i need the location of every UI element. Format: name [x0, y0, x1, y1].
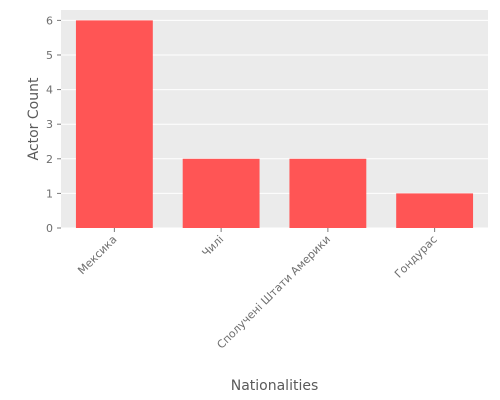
y-tick-label: 6: [46, 14, 53, 27]
bars: [75, 20, 474, 229]
bar: [396, 193, 474, 228]
y-axis-title: Actor Count: [26, 77, 42, 160]
x-axis-title: Nationalities: [231, 378, 319, 394]
y-tick-label: 5: [46, 49, 53, 62]
x-tick-label: Мексика: [75, 233, 119, 277]
bar: [75, 20, 153, 229]
x-tick-label: Гондурас: [392, 233, 440, 281]
y-tick-label: 1: [46, 187, 53, 200]
y-tick-label: 3: [46, 118, 53, 131]
bar: [182, 158, 260, 228]
y-axis-ticks: 0 1 2 3 4 5 6: [46, 14, 61, 235]
x-tick-label: Чилі: [200, 233, 227, 260]
y-tick-label: 2: [46, 153, 53, 166]
y-tick-label: 0: [46, 222, 53, 235]
x-tick-label: Сполучені Штати Америки: [214, 233, 333, 352]
y-tick-label: 4: [46, 84, 53, 97]
bar: [289, 158, 367, 228]
